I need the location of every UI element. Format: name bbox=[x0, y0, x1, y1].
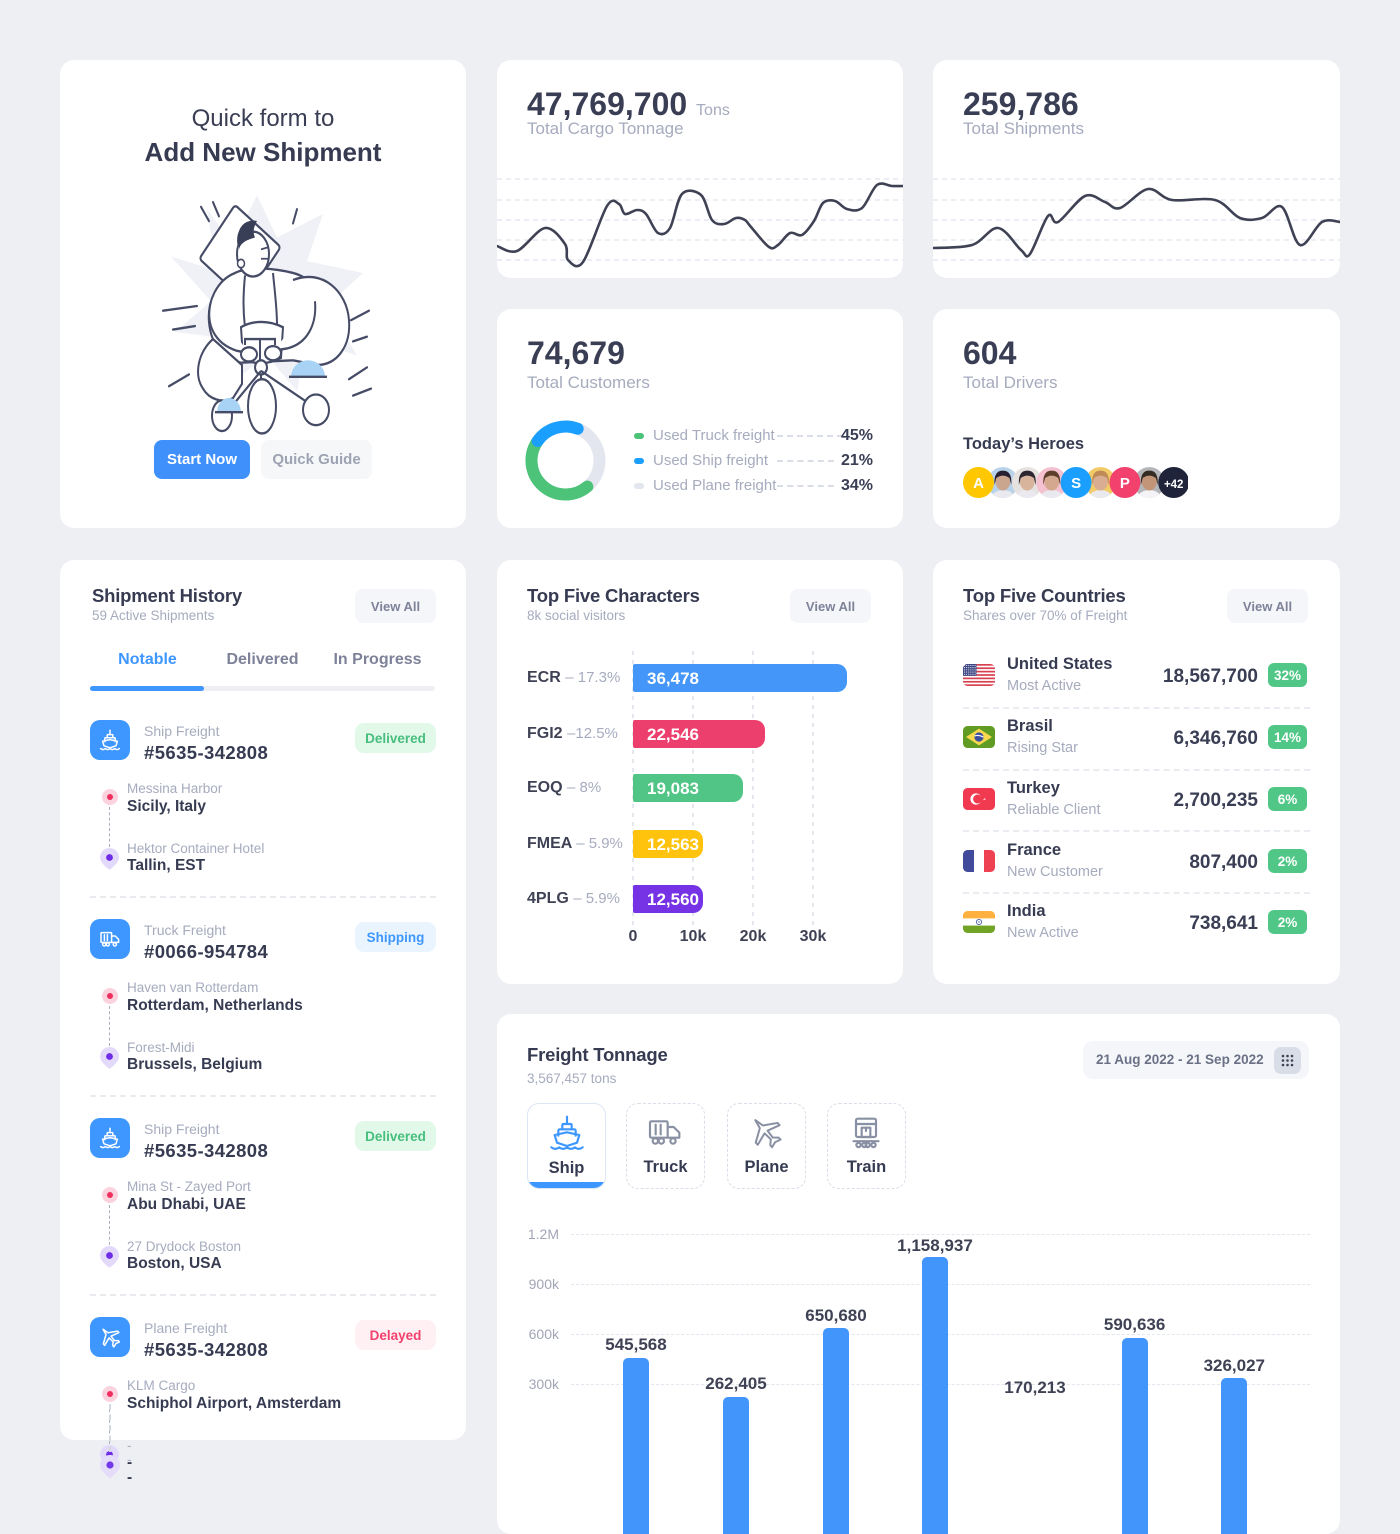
svg-text:+42: +42 bbox=[1164, 479, 1184, 491]
svg-text:A: A bbox=[973, 475, 984, 492]
svg-text:P: P bbox=[1120, 475, 1130, 492]
svg-text:S: S bbox=[1071, 475, 1081, 492]
